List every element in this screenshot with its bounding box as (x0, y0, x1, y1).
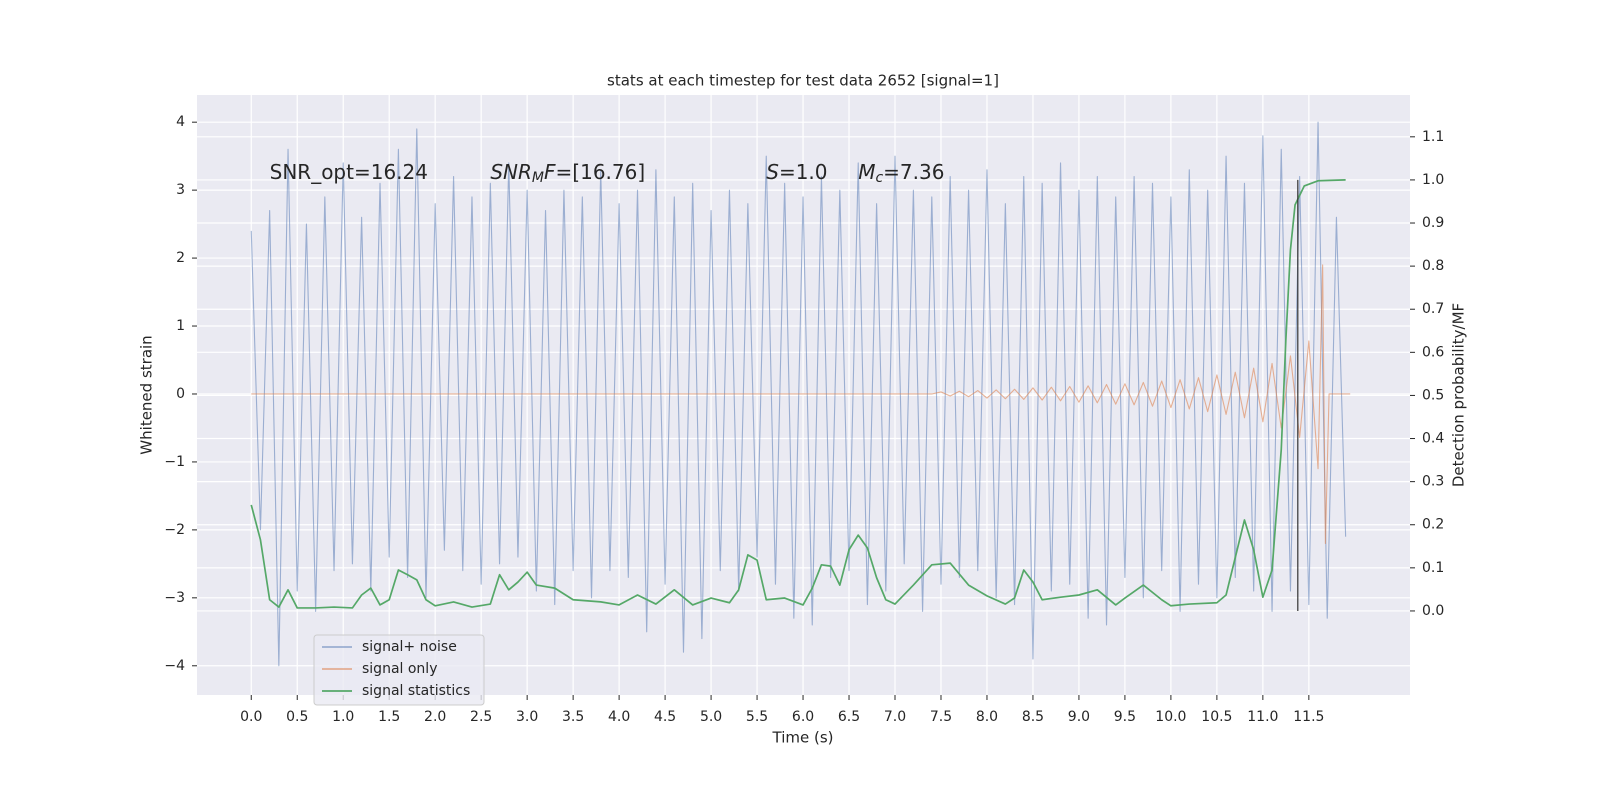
x-tick-label: 3.5 (562, 709, 584, 725)
x-tick-label: 11.5 (1293, 709, 1324, 725)
y2-tick-label: 0.4 (1422, 431, 1444, 447)
legend: signal+ noise signal only signal statistic… (313, 634, 485, 706)
y-tick-label: −3 (164, 590, 185, 606)
x-tick-label: 1.5 (378, 709, 400, 725)
x-tick-label: 7.5 (930, 709, 952, 725)
y2-tick-label: 0.2 (1422, 517, 1444, 533)
x-tick-label: 4.5 (654, 709, 676, 725)
y2-tick-label: 1.1 (1422, 129, 1444, 145)
annotation-part: S (766, 160, 779, 184)
x-tick-label: 11.0 (1247, 709, 1278, 725)
legend-box (313, 634, 485, 706)
x-tick-label: 4.0 (608, 709, 630, 725)
grid (197, 95, 1410, 695)
x-tick-label: 1.0 (332, 709, 354, 725)
x-tick-label: 0.0 (240, 709, 262, 725)
y-tick-label: −1 (164, 454, 185, 470)
y2-tick-label: 0.1 (1422, 560, 1444, 576)
y2-tick-label: 0.6 (1422, 344, 1444, 360)
annotation-part: F (544, 160, 556, 184)
annotation-part: SNR_opt=16.24 (270, 160, 428, 184)
annotation-part: c (875, 170, 883, 186)
annotation: Mc=7.36 (858, 160, 944, 187)
x-axis-label: Time (s) (772, 729, 834, 747)
annotation-part: =[16.76] (556, 160, 646, 184)
x-tick-label: 3.0 (516, 709, 538, 725)
x-tick-label: 10.0 (1155, 709, 1186, 725)
y2-tick-label: 0.9 (1422, 215, 1444, 231)
annotation: S=1.0 (766, 160, 827, 184)
y-tick-label: 3 (176, 182, 185, 198)
series-line (250, 121, 1347, 667)
y-axis-label: Whitened strain (138, 335, 156, 454)
annotation-part: M (858, 160, 875, 184)
annotation: SNR_opt=16.24 (270, 160, 428, 184)
y-tick-label: 4 (176, 114, 185, 130)
y2-tick-label: 0.8 (1422, 258, 1444, 274)
legend-label: signal statistics (362, 683, 470, 699)
x-tick-label: 6.5 (838, 709, 860, 725)
y2-tick-label: 0.5 (1422, 387, 1444, 403)
x-tick-label: 2.0 (424, 709, 446, 725)
y2-axis-label: Detection probability/MF (1450, 303, 1468, 487)
y-tick-label: 1 (176, 318, 185, 334)
annotation-part: SNR (490, 160, 532, 184)
series-line (250, 179, 1346, 609)
annotation-part: =7.36 (883, 160, 944, 184)
x-tick-label: 2.5 (470, 709, 492, 725)
x-tick-label: 6.0 (792, 709, 814, 725)
axes: 0.0 0.5 1.0 1.5 2.0 2.5 3.0 3.5 4.0 4.5 5.0 5.5 6.0 6… (164, 114, 1444, 725)
x-tick-label: 9.0 (1068, 709, 1090, 725)
y2-tick-label: 1.0 (1422, 172, 1444, 188)
y2-tick-label: 0.3 (1422, 474, 1444, 490)
y2-tick-label: 0.7 (1422, 301, 1444, 317)
annotation-part: =1.0 (779, 160, 828, 184)
x-tick-label: 9.5 (1114, 709, 1136, 725)
annotation-part: M (532, 170, 544, 186)
y-tick-label: 0 (176, 386, 185, 402)
x-tick-label: 8.0 (976, 709, 998, 725)
y-tick-label: −4 (164, 658, 185, 674)
x-tick-label: 7.0 (884, 709, 906, 725)
x-tick-label: 10.5 (1201, 709, 1232, 725)
legend-label: signal only (362, 661, 437, 677)
chart-title: stats at each timestep for test data 265… (607, 72, 999, 90)
x-tick-label: 0.5 (286, 709, 308, 725)
x-tick-label: 8.5 (1022, 709, 1044, 725)
y-tick-label: 2 (176, 250, 185, 266)
x-tick-label: 5.5 (746, 709, 768, 725)
marks (250, 121, 1351, 667)
annotation: SNRMF=[16.76] (490, 160, 645, 187)
legend-label: signal+ noise (362, 639, 457, 655)
x-tick-label: 5.0 (700, 709, 722, 725)
y-tick-label: −2 (164, 522, 185, 538)
y2-tick-label: 0.0 (1422, 603, 1444, 619)
